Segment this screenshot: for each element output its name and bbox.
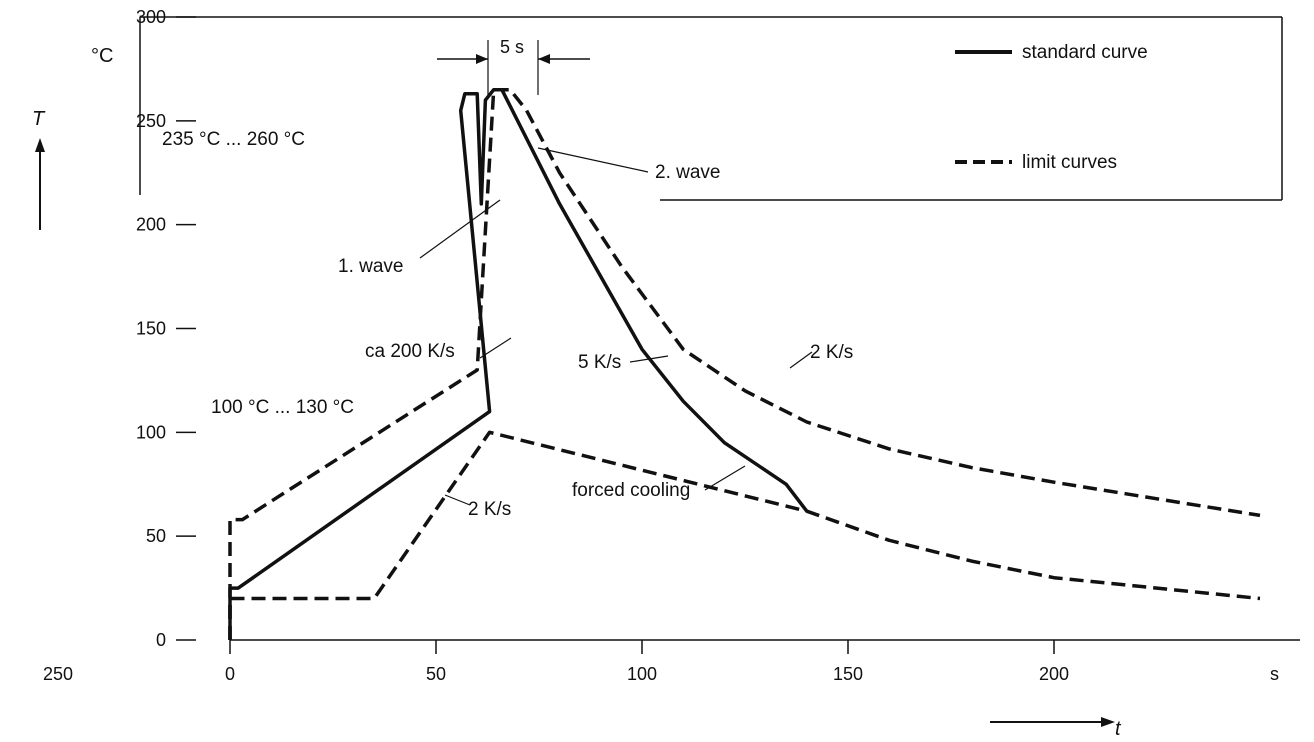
- wave1-label: 1. wave: [338, 256, 403, 277]
- x-tick-label: 200: [1039, 664, 1069, 684]
- x-tick-label: 150: [833, 664, 863, 684]
- forced-cooling-label: forced cooling: [572, 480, 690, 501]
- rate-preheat-leader: [445, 495, 470, 505]
- x-tick-label: 50: [426, 664, 446, 684]
- y-arrow-head: [35, 138, 45, 152]
- wave2-leader: [538, 148, 648, 172]
- y-tick-label: 150: [136, 319, 166, 339]
- y-unit-label: °C: [91, 45, 113, 67]
- y-tick-label: 300: [136, 7, 166, 27]
- legend-entry-standard: standard curve: [1022, 42, 1148, 63]
- wave2-label: 2. wave: [655, 162, 720, 183]
- x-unit-label: s: [1270, 664, 1279, 684]
- limit-curve-line-2: [230, 432, 1260, 640]
- y-tick-label: 100: [136, 422, 166, 442]
- x-tick-label: 100: [627, 664, 657, 684]
- x-ticks: 0 50 100 150 200 250: [43, 640, 1069, 684]
- rate-preheat-label: 2 K/s: [468, 499, 511, 520]
- legend-entry-limit: limit curves: [1022, 152, 1117, 173]
- y-tick-label: 0: [156, 630, 166, 650]
- x-axis-label: t: [1115, 718, 1122, 740]
- x-arrow-head: [1101, 717, 1115, 727]
- rate-2-label: 2 K/s: [810, 342, 853, 363]
- rate-5-label: 5 K/s: [578, 352, 621, 373]
- y-tick-label: 200: [136, 215, 166, 235]
- dwell-marker: 5 s: [437, 37, 590, 95]
- peak-range-label: 235 °C ... 260 °C: [162, 129, 305, 150]
- y-ticks: 0 50 100 150 200 250 300: [136, 7, 196, 650]
- forced-cooling-leader: [705, 466, 745, 490]
- y-axis-label: T: [32, 108, 46, 130]
- y-tick-label: 250: [136, 111, 166, 131]
- rate-200-label: ca 200 K/s: [365, 341, 455, 362]
- legend: standard curve limit curves: [955, 42, 1148, 173]
- preheat-range-label: 100 °C ... 130 °C: [211, 397, 354, 418]
- x-tick-label: 250: [43, 664, 73, 684]
- wave1-leader: [420, 200, 500, 258]
- x-tick-label: 0: [225, 664, 235, 684]
- rate2-leader: [790, 352, 812, 368]
- y-tick-label: 50: [146, 526, 166, 546]
- dwell-label: 5 s: [500, 37, 524, 57]
